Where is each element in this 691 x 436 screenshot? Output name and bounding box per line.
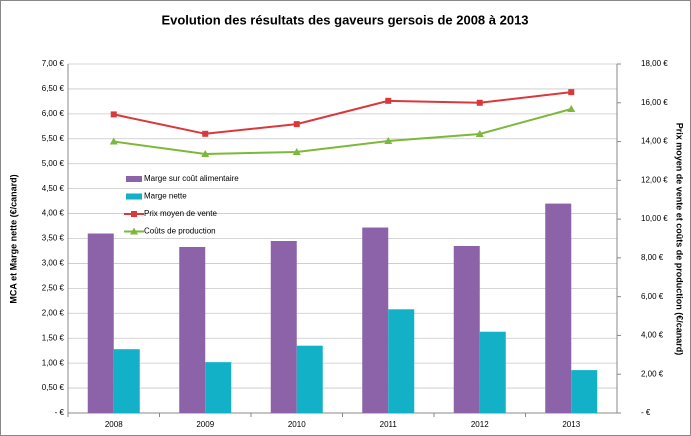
- chart-title: Evolution des résultats des gaveurs gers…: [161, 12, 528, 27]
- y2-tick-label: 10,00 €: [641, 214, 668, 223]
- y2-tick-label: 14,00 €: [641, 137, 668, 146]
- marker: [475, 129, 484, 137]
- bar: [362, 227, 389, 413]
- legend-label: Marge nette: [144, 192, 187, 201]
- y-tick-label: 0,50 €: [42, 383, 65, 392]
- line: [113, 91, 572, 135]
- x-tick-label: 2012: [471, 420, 489, 429]
- y-tick-label: 3,00 €: [42, 259, 65, 268]
- y-tick-label: - €: [55, 408, 65, 417]
- y2-tick-label: - €: [641, 408, 651, 417]
- marker: [293, 121, 300, 128]
- x-tick-label: 2008: [105, 420, 123, 429]
- y2-tick-label: 18,00 €: [641, 59, 668, 68]
- marker: [110, 111, 117, 118]
- y-tick-label: 2,50 €: [42, 283, 65, 292]
- y-tick-label: 3,50 €: [42, 234, 65, 243]
- marker: [567, 104, 576, 112]
- legend-swatch: [126, 176, 142, 182]
- y-tick-label: 6,00 €: [42, 109, 65, 118]
- legend-label: Marge sur coût alimentaire: [144, 174, 239, 183]
- bar: [571, 370, 598, 413]
- legend-swatch: [126, 193, 142, 200]
- y2-tick-label: 2,00 €: [641, 369, 664, 378]
- y2-tick-label: 12,00 €: [641, 175, 668, 184]
- marker: [201, 149, 210, 157]
- marker: [202, 130, 209, 137]
- bar: [87, 233, 114, 413]
- legend-marker: [130, 227, 138, 235]
- bar: [205, 362, 232, 413]
- y-tick-label: 4,00 €: [42, 209, 65, 218]
- legend-label: Prix moyen de vente: [144, 209, 217, 218]
- y2-tick-label: 4,00 €: [641, 331, 664, 340]
- marker: [109, 137, 118, 145]
- x-tick-label: 2011: [380, 420, 398, 429]
- y-tick-label: 1,00 €: [42, 358, 65, 367]
- y-tick-label: 6,50 €: [42, 84, 65, 93]
- bar: [388, 309, 415, 413]
- bar: [270, 240, 297, 413]
- x-tick-label: 2010: [288, 420, 306, 429]
- y-tick-label: 2,00 €: [42, 308, 65, 317]
- y-tick-label: 5,00 €: [42, 159, 65, 168]
- y-tick-label: 5,50 €: [42, 134, 65, 143]
- marker: [385, 97, 392, 104]
- x-tick-label: 2009: [196, 420, 214, 429]
- bar: [479, 331, 506, 413]
- bar: [179, 246, 206, 413]
- x-tick-label: 2013: [562, 420, 580, 429]
- y-tick-label: 7,00 €: [42, 59, 65, 68]
- marker: [568, 89, 575, 96]
- y2-axis-title: Prix moyen de vente et coûts de producti…: [675, 123, 685, 356]
- y-tick-label: 1,50 €: [42, 333, 65, 342]
- y2-tick-label: 16,00 €: [641, 98, 668, 107]
- line: [113, 108, 572, 155]
- y2-tick-label: 6,00 €: [641, 292, 664, 301]
- marker: [476, 99, 483, 106]
- legend-marker: [131, 211, 137, 217]
- bar: [296, 345, 323, 413]
- bar: [113, 349, 140, 413]
- bar: [453, 245, 480, 413]
- marker: [384, 136, 393, 144]
- y-axis-title: MCA et Marge nette (€/canard): [8, 174, 18, 303]
- y-tick-label: 4,50 €: [42, 184, 65, 193]
- bar: [545, 203, 572, 413]
- legend-label: Coûts de production: [144, 227, 216, 236]
- y2-tick-label: 8,00 €: [641, 253, 664, 262]
- marker: [292, 148, 301, 156]
